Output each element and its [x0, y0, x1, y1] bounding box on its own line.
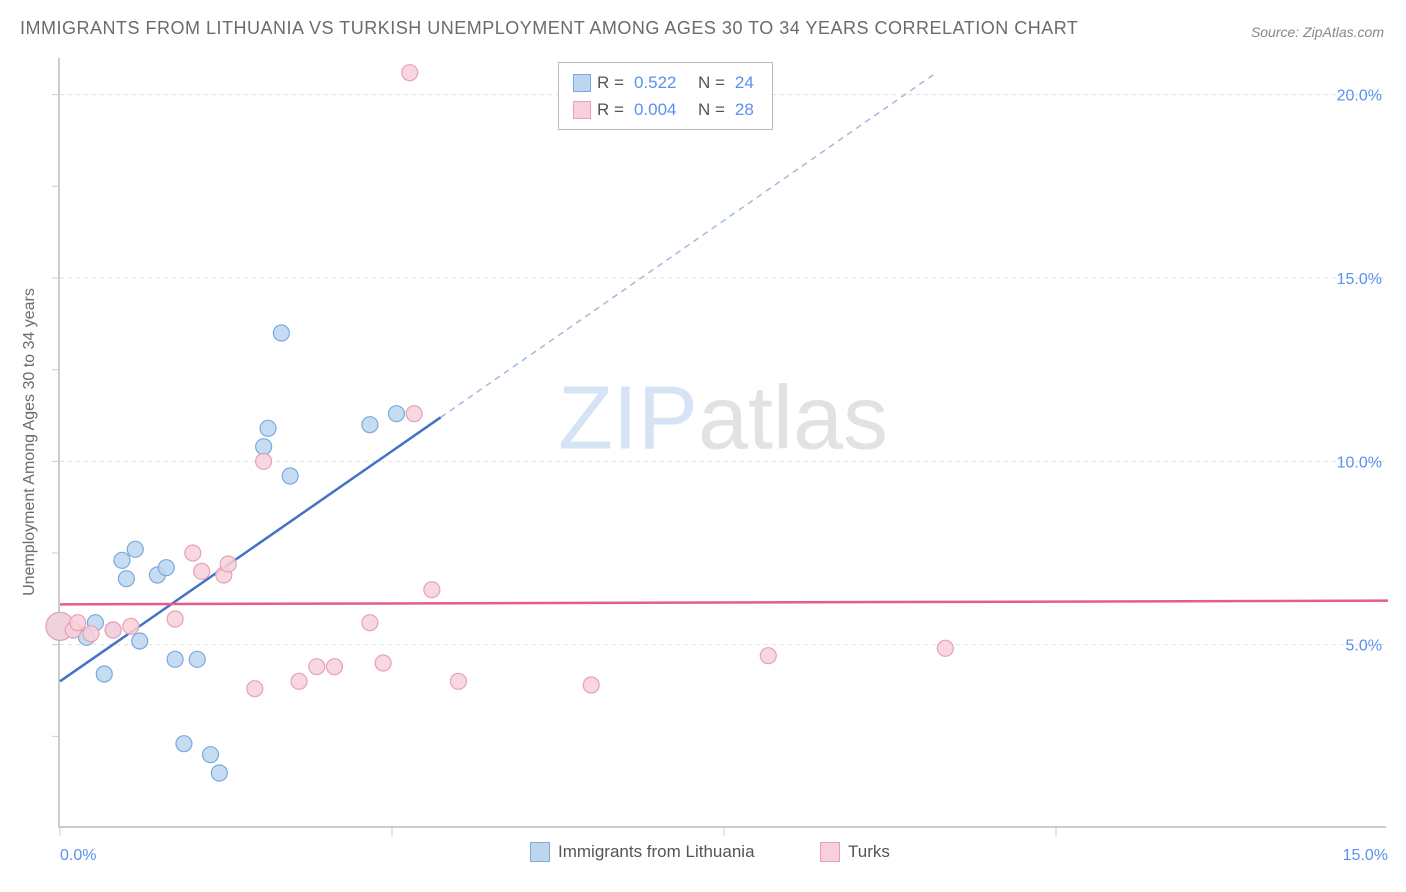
- series-label-1: Turks: [848, 842, 890, 862]
- n-label-1: N =: [698, 96, 725, 123]
- r-label-0: R =: [597, 69, 624, 96]
- legend-swatch-0: [573, 74, 591, 92]
- legend-row-1: R = 0.004 N = 28: [573, 96, 758, 123]
- legend-row-0: R = 0.522 N = 24: [573, 69, 758, 96]
- series-legend-0: Immigrants from Lithuania: [530, 842, 755, 862]
- series-swatch-0: [530, 842, 550, 862]
- chart-title: IMMIGRANTS FROM LITHUANIA VS TURKISH UNE…: [20, 18, 1078, 39]
- r-value-0: 0.522: [634, 69, 688, 96]
- y-axis-label: Unemployment Among Ages 30 to 34 years: [21, 288, 39, 596]
- series-swatch-1: [820, 842, 840, 862]
- r-value-1: 0.004: [634, 96, 688, 123]
- series-legend-1: Turks: [820, 842, 890, 862]
- plot-area: Unemployment Among Ages 30 to 34 years 5…: [58, 58, 1386, 828]
- svg-text:15.0%: 15.0%: [1343, 847, 1388, 864]
- series-label-0: Immigrants from Lithuania: [558, 842, 755, 862]
- svg-text:10.0%: 10.0%: [1337, 454, 1382, 471]
- n-value-0: 24: [735, 69, 754, 96]
- svg-text:5.0%: 5.0%: [1346, 638, 1382, 655]
- chart-container: IMMIGRANTS FROM LITHUANIA VS TURKISH UNE…: [0, 0, 1406, 892]
- n-label-0: N =: [698, 69, 725, 96]
- n-value-1: 28: [735, 96, 754, 123]
- r-label-1: R =: [597, 96, 624, 123]
- svg-text:15.0%: 15.0%: [1337, 271, 1382, 288]
- scatter-plot-svg: 5.0%10.0%15.0%20.0%0.0%15.0%: [60, 58, 1388, 828]
- source-attribution: Source: ZipAtlas.com: [1251, 24, 1384, 40]
- svg-text:20.0%: 20.0%: [1337, 88, 1382, 105]
- svg-text:0.0%: 0.0%: [60, 847, 96, 864]
- legend-swatch-1: [573, 101, 591, 119]
- correlation-legend: R = 0.522 N = 24 R = 0.004 N = 28: [558, 62, 773, 130]
